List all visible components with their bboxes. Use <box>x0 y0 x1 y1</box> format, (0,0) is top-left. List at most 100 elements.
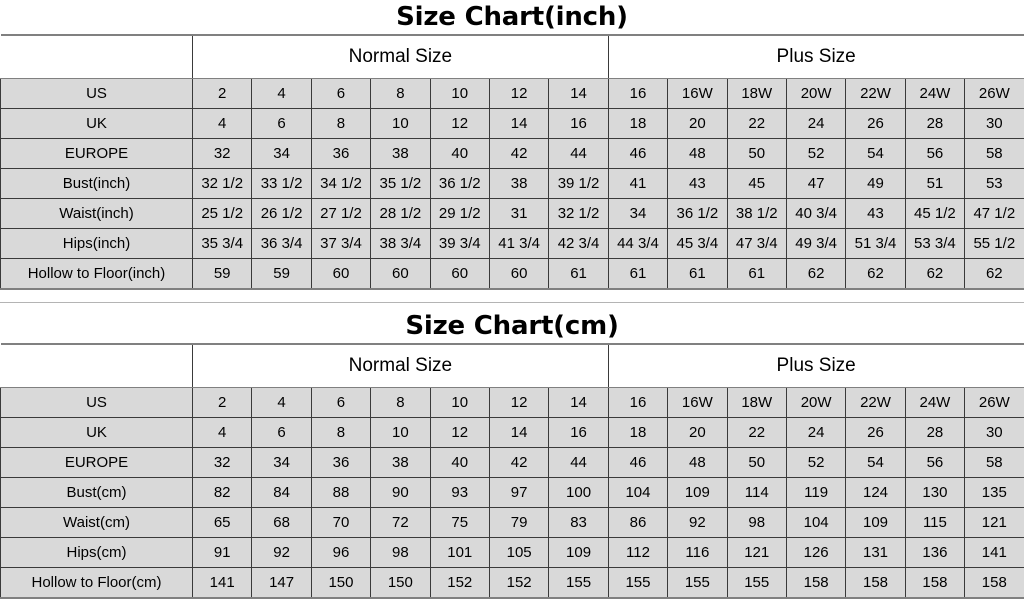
size-chart-inch-block: Size Chart(inch) Normal Size Plus Size US 2… <box>0 0 1024 290</box>
cell-inch-6-13: 62 <box>964 258 1024 290</box>
row-label-inch-4: Waist(inch) <box>0 198 193 229</box>
cell-inch-1-10: 24 <box>785 108 847 139</box>
cell-cm-0-0: 2 <box>191 387 253 418</box>
cell-inch-2-0: 32 <box>191 138 253 169</box>
cell-inch-1-3: 10 <box>370 108 431 139</box>
cell-cm-2-5: 42 <box>488 447 550 478</box>
cell-inch-1-8: 20 <box>667 108 728 139</box>
cell-inch-3-8: 43 <box>667 168 728 199</box>
cell-inch-1-11: 26 <box>845 108 906 139</box>
cell-inch-1-1: 6 <box>251 108 312 139</box>
row-label-inch-1: UK <box>0 108 193 139</box>
cell-inch-2-9: 50 <box>726 138 787 169</box>
cell-inch-3-6: 39 1/2 <box>548 168 609 199</box>
cell-inch-3-0: 32 1/2 <box>191 168 253 199</box>
cell-inch-6-5: 60 <box>488 258 550 290</box>
group-header-spacer <box>0 34 193 79</box>
cell-cm-3-12: 130 <box>904 477 966 508</box>
cell-inch-3-13: 53 <box>964 168 1024 199</box>
cell-inch-3-2: 34 1/2 <box>310 168 372 199</box>
cell-cm-3-5: 97 <box>488 477 550 508</box>
cell-inch-2-11: 54 <box>845 138 906 169</box>
table-row: UK 4 6 8 10 12 14 16 18 20 22 24 26 28 30 <box>0 108 1024 139</box>
cell-inch-1-13: 30 <box>964 108 1024 139</box>
cell-inch-3-11: 49 <box>845 168 906 199</box>
cell-inch-0-12: 24W <box>904 78 966 109</box>
cell-inch-2-8: 48 <box>667 138 728 169</box>
cell-cm-5-5: 105 <box>488 537 550 568</box>
cell-cm-0-10: 20W <box>785 387 847 418</box>
cell-inch-0-8: 16W <box>667 78 728 109</box>
cell-cm-4-0: 65 <box>191 507 253 538</box>
page-title-inch: Size Chart(inch) <box>396 2 628 32</box>
cell-cm-6-10: 158 <box>785 567 847 599</box>
cell-inch-3-12: 51 <box>904 168 966 199</box>
cell-inch-5-9: 47 3/4 <box>726 228 787 259</box>
cell-cm-1-6: 16 <box>548 417 609 448</box>
cell-cm-6-12: 158 <box>904 567 966 599</box>
cell-cm-0-2: 6 <box>310 387 372 418</box>
cell-cm-5-1: 92 <box>251 537 312 568</box>
cell-inch-5-8: 45 3/4 <box>667 228 728 259</box>
table-row: US 2 4 6 8 10 12 14 16 16W 18W 20W 22W 24W 26W <box>0 78 1024 109</box>
cell-cm-3-10: 119 <box>785 477 847 508</box>
cell-inch-4-12: 45 1/2 <box>904 198 966 229</box>
cell-inch-2-6: 44 <box>548 138 609 169</box>
cell-cm-2-11: 54 <box>845 447 906 478</box>
cell-inch-6-0: 59 <box>191 258 253 290</box>
cell-inch-6-9: 61 <box>726 258 787 290</box>
cell-cm-0-6: 14 <box>548 387 609 418</box>
cell-inch-5-5: 41 3/4 <box>488 228 550 259</box>
table-row: Bust(inch) 32 1/2 33 1/2 34 1/2 35 1/2 36 1/2… <box>0 168 1024 199</box>
cell-inch-2-1: 34 <box>251 138 312 169</box>
cell-cm-4-9: 98 <box>726 507 787 538</box>
cell-inch-4-4: 29 1/2 <box>429 198 490 229</box>
table-row: Hips(inch) 35 3/4 36 3/4 37 3/4 38 3/4 39 3/4… <box>0 228 1024 259</box>
cell-cm-2-7: 46 <box>607 447 669 478</box>
group-header-row: Normal Size Plus Size <box>0 343 1024 388</box>
cell-cm-2-12: 56 <box>904 447 966 478</box>
cell-cm-3-6: 100 <box>548 477 609 508</box>
cell-cm-1-1: 6 <box>251 417 312 448</box>
cell-cm-4-12: 115 <box>904 507 966 538</box>
cell-cm-5-7: 112 <box>607 537 669 568</box>
cell-cm-6-9: 155 <box>726 567 787 599</box>
cell-inch-4-7: 34 <box>607 198 669 229</box>
table-row: UK 4 6 8 10 12 14 16 18 20 22 24 26 28 30 <box>0 417 1024 448</box>
cell-inch-5-12: 53 3/4 <box>904 228 966 259</box>
cell-inch-4-2: 27 1/2 <box>310 198 372 229</box>
cell-cm-0-9: 18W <box>726 387 787 418</box>
cell-cm-5-2: 96 <box>310 537 372 568</box>
cell-inch-3-5: 38 <box>488 168 550 199</box>
cell-cm-2-6: 44 <box>548 447 609 478</box>
cell-inch-5-3: 38 3/4 <box>370 228 431 259</box>
cell-cm-4-11: 109 <box>845 507 906 538</box>
table-row: US 2 4 6 8 10 12 14 16 16W 18W 20W 22W 24W 26W <box>0 387 1024 418</box>
cell-inch-1-5: 14 <box>488 108 550 139</box>
cell-inch-4-1: 26 1/2 <box>251 198 312 229</box>
cell-cm-0-1: 4 <box>251 387 312 418</box>
cell-cm-4-1: 68 <box>251 507 312 538</box>
cell-inch-6-10: 62 <box>785 258 847 290</box>
cell-cm-4-5: 79 <box>488 507 550 538</box>
size-table-cm: Normal Size Plus Size US 2 4 6 8 10 12 14 16 16W 18W… <box>0 343 1024 599</box>
cell-cm-2-9: 50 <box>726 447 787 478</box>
cell-cm-3-7: 104 <box>607 477 669 508</box>
cell-cm-4-8: 92 <box>667 507 728 538</box>
cell-inch-0-13: 26W <box>964 78 1024 109</box>
table-row: EUROPE 32 34 36 38 40 42 44 46 48 50 52 54 56 58 <box>0 447 1024 478</box>
table-row: Hollow to Floor(inch) 59 59 60 60 60 60 61 61 61 6… <box>0 258 1024 290</box>
row-label-cm-3: Bust(cm) <box>0 477 193 508</box>
cell-cm-5-4: 101 <box>429 537 490 568</box>
size-table-inch-body: Normal Size Plus Size US 2 4 6 8 10 12 14 16 16W 18W… <box>0 34 1024 290</box>
cell-inch-2-2: 36 <box>310 138 372 169</box>
cell-inch-4-3: 28 1/2 <box>370 198 431 229</box>
row-label-inch-5: Hips(inch) <box>0 228 193 259</box>
cell-cm-5-12: 136 <box>904 537 966 568</box>
cell-cm-1-10: 24 <box>785 417 847 448</box>
cell-cm-6-6: 155 <box>548 567 609 599</box>
cell-cm-2-0: 32 <box>191 447 253 478</box>
cell-cm-3-8: 109 <box>667 477 728 508</box>
cell-cm-6-7: 155 <box>607 567 669 599</box>
cell-cm-1-12: 28 <box>904 417 966 448</box>
